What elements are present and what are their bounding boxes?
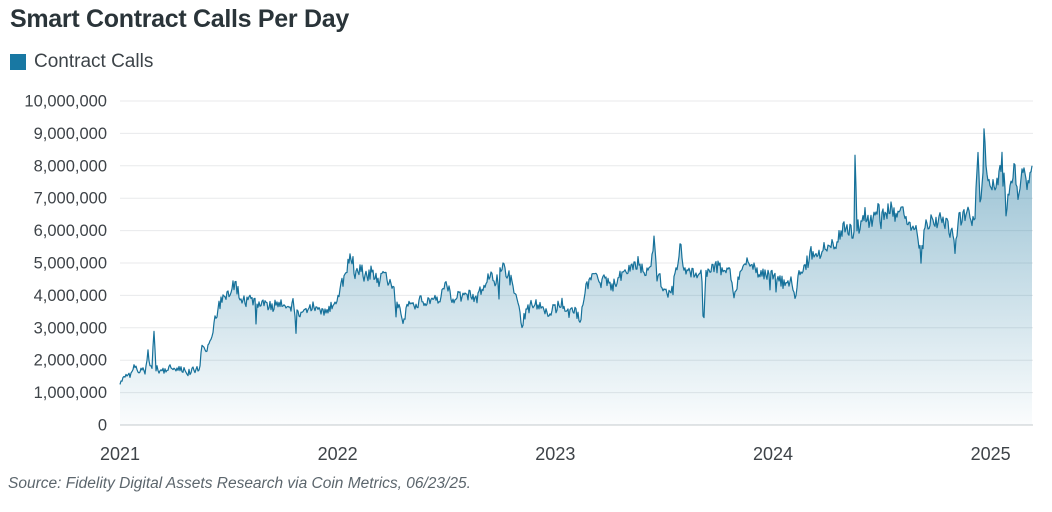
x-axis-label: 2025	[971, 444, 1011, 464]
y-axis-label: 2,000,000	[34, 352, 107, 370]
series-line	[119, 128, 1033, 385]
x-axis-label: 2024	[753, 444, 793, 464]
y-axis-label: 0	[98, 417, 107, 435]
legend-label: Contract Calls	[34, 51, 154, 72]
x-axis-label: 2023	[535, 444, 575, 464]
y-axis-label: 8,000,000	[34, 157, 107, 175]
y-axis-label: 1,000,000	[34, 384, 107, 402]
x-axis-label: 2021	[100, 444, 140, 464]
source-note: Source: Fidelity Digital Assets Research…	[8, 475, 471, 492]
y-axis-label: 3,000,000	[34, 319, 107, 337]
y-axis-label: 10,000,000	[24, 93, 107, 111]
y-axis-label: 6,000,000	[34, 222, 107, 240]
legend-swatch-icon	[10, 54, 26, 70]
y-axis-label: 4,000,000	[34, 287, 107, 305]
legend: Contract Calls	[10, 51, 153, 73]
y-axis-label: 5,000,000	[34, 255, 107, 273]
chart-title: Smart Contract Calls Per Day	[10, 5, 349, 33]
x-axis-label: 2022	[318, 444, 358, 464]
area-fill	[120, 128, 1032, 426]
y-axis-label: 9,000,000	[34, 125, 107, 143]
y-axis-label: 7,000,000	[34, 190, 107, 208]
